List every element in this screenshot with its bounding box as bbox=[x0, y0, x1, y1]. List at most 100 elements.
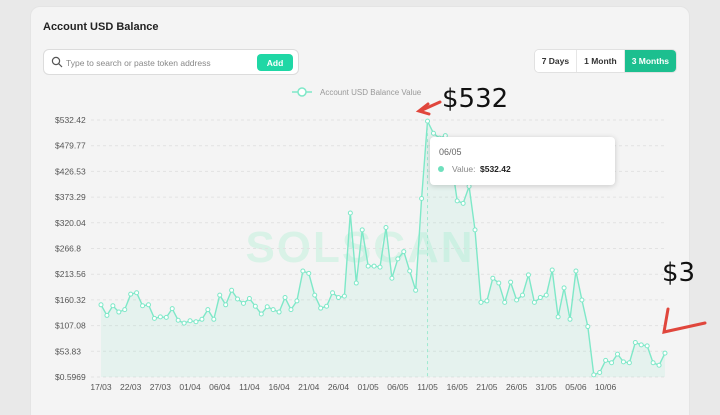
data-point bbox=[597, 369, 603, 375]
data-point bbox=[561, 285, 567, 291]
data-point bbox=[199, 316, 205, 322]
data-point bbox=[312, 292, 318, 298]
data-point bbox=[454, 198, 460, 204]
data-point bbox=[650, 360, 656, 366]
data-point bbox=[187, 318, 193, 324]
x-tick-label: 21/04 bbox=[298, 382, 320, 392]
data-point bbox=[555, 314, 561, 320]
data-point bbox=[609, 360, 615, 366]
x-tick-label: 22/03 bbox=[120, 382, 142, 392]
data-point bbox=[98, 302, 104, 308]
range-7-days-button[interactable]: 7 Days bbox=[534, 50, 578, 72]
data-point bbox=[419, 195, 425, 201]
data-point bbox=[508, 279, 514, 285]
data-point bbox=[306, 270, 312, 276]
range-1-month-button[interactable]: 1 Month bbox=[577, 50, 625, 72]
card-title: Account USD Balance bbox=[43, 21, 159, 33]
data-point bbox=[347, 210, 353, 216]
x-tick-label: 11/05 bbox=[417, 382, 438, 392]
y-tick-label: $0.5969 bbox=[55, 372, 86, 382]
data-point bbox=[395, 256, 401, 262]
x-tick-label: 17/03 bbox=[90, 382, 112, 392]
data-point bbox=[282, 295, 288, 301]
data-point bbox=[377, 264, 383, 270]
data-point bbox=[211, 316, 217, 322]
y-tick-label: $107.08 bbox=[55, 321, 86, 331]
data-point bbox=[246, 296, 252, 302]
data-point bbox=[157, 314, 163, 320]
range-selector: 7 Days 1 Month 3 Months bbox=[533, 49, 677, 73]
data-point bbox=[205, 307, 211, 313]
data-point bbox=[371, 263, 377, 269]
data-point bbox=[104, 312, 110, 318]
data-point bbox=[288, 307, 294, 313]
y-tick-label: $426.53 bbox=[55, 166, 86, 176]
data-point bbox=[514, 297, 520, 303]
data-point bbox=[520, 292, 526, 298]
x-tick-label: 06/04 bbox=[209, 382, 231, 392]
x-tick-label: 06/05 bbox=[387, 382, 409, 392]
x-tick-label: 16/04 bbox=[268, 382, 290, 392]
data-point bbox=[662, 350, 668, 356]
data-point bbox=[122, 307, 128, 313]
data-point bbox=[466, 183, 472, 189]
data-point bbox=[460, 200, 466, 206]
x-tick-label: 27/03 bbox=[150, 382, 172, 392]
data-point bbox=[615, 351, 621, 357]
data-point bbox=[175, 317, 181, 323]
tooltip-label: Value: bbox=[452, 164, 476, 174]
data-point bbox=[264, 304, 270, 310]
data-point bbox=[193, 319, 199, 325]
data-point bbox=[217, 292, 223, 298]
data-point bbox=[620, 359, 626, 365]
data-point bbox=[353, 280, 359, 286]
add-button[interactable]: Add bbox=[257, 54, 293, 71]
data-point bbox=[335, 295, 341, 301]
data-point bbox=[181, 320, 187, 326]
data-point bbox=[626, 360, 632, 366]
search-input[interactable] bbox=[66, 54, 254, 71]
chart-tooltip: 06/05 Value: $532.42 bbox=[430, 137, 615, 185]
data-point bbox=[490, 275, 496, 281]
data-point bbox=[134, 290, 140, 296]
data-point bbox=[430, 130, 436, 136]
x-tick-label: 01/05 bbox=[358, 382, 380, 392]
data-point bbox=[585, 324, 591, 330]
data-point bbox=[270, 307, 276, 313]
data-point bbox=[223, 302, 229, 308]
data-point bbox=[163, 314, 169, 320]
data-point bbox=[472, 227, 478, 233]
y-tick-label: $373.29 bbox=[55, 192, 86, 202]
data-point bbox=[531, 299, 537, 305]
data-point bbox=[389, 275, 395, 281]
data-point bbox=[603, 357, 609, 363]
data-point bbox=[151, 315, 157, 321]
data-point bbox=[644, 343, 650, 349]
x-tick-label: 16/05 bbox=[447, 382, 469, 392]
y-tick-label: $266.8 bbox=[55, 244, 81, 254]
data-point bbox=[484, 298, 490, 304]
data-point bbox=[549, 267, 555, 273]
tooltip-value: $532.42 bbox=[480, 164, 511, 174]
legend-label: Account USD Balance Value bbox=[320, 88, 422, 97]
y-tick-label: $53.83 bbox=[55, 346, 81, 356]
data-point bbox=[276, 309, 282, 315]
x-tick-label: 01/04 bbox=[179, 382, 201, 392]
token-search: Add bbox=[43, 49, 299, 75]
y-tick-label: $213.56 bbox=[55, 269, 86, 279]
range-3-months-button[interactable]: 3 Months bbox=[624, 50, 676, 72]
x-tick-label: 05/06 bbox=[565, 382, 587, 392]
x-tick-label: 31/05 bbox=[536, 382, 558, 392]
data-point bbox=[401, 249, 407, 255]
data-point bbox=[294, 298, 300, 304]
data-point bbox=[110, 303, 116, 309]
y-tick-label: $532.42 bbox=[55, 115, 86, 125]
data-point bbox=[258, 311, 264, 317]
data-point bbox=[525, 272, 531, 278]
data-point bbox=[425, 118, 431, 124]
legend-marker bbox=[297, 87, 307, 97]
x-tick-label: 21/05 bbox=[476, 382, 498, 392]
data-point bbox=[128, 291, 134, 297]
balance-card: Account USD Balance Add 7 Days 1 Month 3… bbox=[30, 6, 690, 415]
